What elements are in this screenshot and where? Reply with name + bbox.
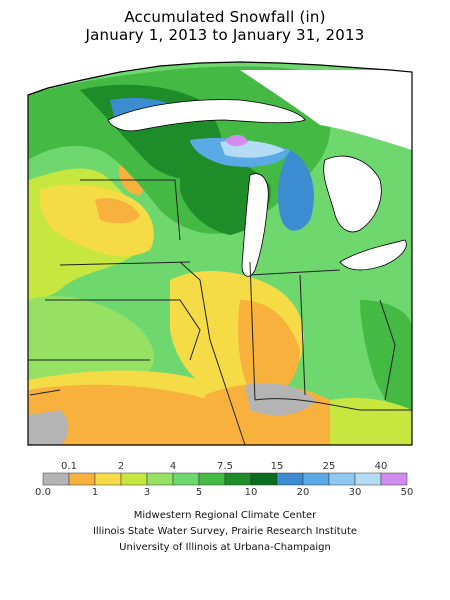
legend-swatch: [146, 472, 174, 486]
lake-erie: [339, 239, 407, 271]
legend-swatch: [172, 472, 200, 486]
boundary-ia-mo: [45, 299, 201, 361]
legend-swatch: [380, 472, 408, 486]
legend-top-label: 0.1: [61, 461, 77, 472]
zone-missouri-grey: [28, 410, 69, 445]
legend-bottom-label: 0.0: [35, 487, 51, 498]
state-boundaries: [28, 179, 412, 446]
zone-east-green: [360, 300, 412, 420]
legend-swatch: [68, 472, 96, 486]
legend-swatch: [250, 472, 278, 486]
boundary-in-oh: [299, 274, 306, 396]
legend-swatch: [302, 472, 330, 486]
boundary-oh-wv: [379, 299, 396, 401]
boundary-ohio-river: [254, 398, 412, 411]
legend-swatch: [198, 472, 226, 486]
map-title-line-1: Accumulated Snowfall (in): [124, 8, 326, 26]
lake-superior: [107, 99, 306, 132]
legend-swatch: [224, 472, 252, 486]
legend-bottom-label: 3: [143, 487, 151, 498]
legend-top-label: 25: [322, 461, 336, 472]
legend-top-label: 4: [169, 461, 177, 472]
snowfall-shading: [28, 62, 412, 445]
legend-swatch: [276, 472, 304, 486]
zone-minnesota-orange: [95, 198, 140, 224]
lake-michigan: [241, 173, 269, 277]
legend-swatch: [94, 472, 122, 486]
legend-bottom-label: 5: [195, 487, 203, 498]
legend-bottom-label: 10: [244, 487, 258, 498]
canada-blank: [240, 70, 412, 150]
legend-swatch: [354, 472, 382, 486]
legend-bottom-label: 50: [400, 487, 414, 498]
boundary-mi-in-oh: [249, 269, 341, 276]
credit-isws: Illinois State Water Survey, Prairie Res…: [92, 526, 358, 537]
map-frame: [27, 61, 413, 446]
zone-up-purple: [225, 134, 248, 147]
zone-michigan-blue: [278, 150, 314, 231]
legend-top-label: 15: [270, 461, 284, 472]
credit-uiuc: University of Illinois at Urbana-Champai…: [119, 542, 331, 553]
boundary-mo-ks: [29, 389, 61, 396]
legend-top-label: 40: [374, 461, 388, 472]
legend-bottom-label: 1: [91, 487, 99, 498]
legend-top-label: 7.5: [217, 461, 233, 472]
boundary-ia-mn: [59, 261, 191, 266]
zone-missouri-orange: [28, 384, 232, 445]
zone-indiana-orange: [238, 300, 300, 400]
credit-mrcc: Midwestern Regional Climate Center: [133, 510, 317, 521]
zone-iowa-green: [28, 296, 154, 382]
legend-bottom-label: 30: [348, 487, 362, 498]
legend-top-label: 2: [117, 461, 125, 472]
legend-swatch: [120, 472, 148, 486]
lake-huron: [323, 155, 382, 233]
legend-bottom-label: 20: [296, 487, 310, 498]
boundary-mississippi: [179, 261, 246, 446]
map-title-line-2: January 1, 2013 to January 31, 2013: [85, 26, 365, 44]
boundary-mn-ia: [80, 179, 181, 241]
boundary-il-in: [249, 261, 256, 401]
legend-swatch: [328, 472, 356, 486]
legend-swatch: [42, 472, 70, 486]
legend-colorbar: [42, 472, 408, 486]
